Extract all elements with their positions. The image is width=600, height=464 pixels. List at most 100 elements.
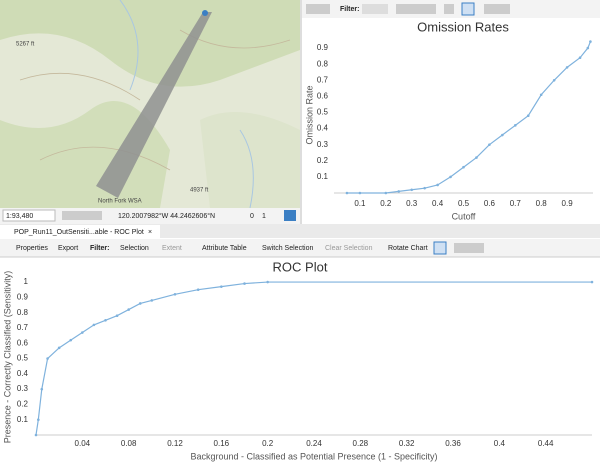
chart-title: ROC Plot xyxy=(273,259,328,274)
data-line xyxy=(346,41,591,194)
data-point xyxy=(589,40,592,43)
x-tick-label: 0.5 xyxy=(458,199,470,208)
toolbar-icons[interactable] xyxy=(484,4,510,14)
data-point xyxy=(173,292,177,296)
selection-button[interactable]: Selection xyxy=(120,245,149,252)
y-tick-label: 0.7 xyxy=(17,323,29,332)
data-point xyxy=(501,133,504,137)
x-axis-label: Cutoff xyxy=(452,211,476,221)
x-tick-label: 0.7 xyxy=(510,199,522,208)
filter-label: Filter: xyxy=(90,245,109,252)
filter-label: Filter: xyxy=(340,6,359,13)
toolbar-icons[interactable] xyxy=(306,4,330,14)
scale-box[interactable] xyxy=(2,209,56,222)
chart-toolbar xyxy=(0,239,600,257)
data-point xyxy=(220,285,223,288)
x-tick-label: 0.36 xyxy=(445,439,461,448)
y-tick-label: 0.1 xyxy=(317,172,329,181)
data-point xyxy=(358,191,362,195)
switch-selection-button[interactable]: Switch Selection xyxy=(262,245,313,252)
data-point xyxy=(127,308,130,311)
tab-title: POP_Run11_OutSensiti...able - ROC Plot xyxy=(14,229,144,236)
x-tick-label: 0.6 xyxy=(484,199,496,208)
x-tick-label: 0.9 xyxy=(562,199,574,208)
data-point xyxy=(46,357,49,360)
x-tick-label: 0.24 xyxy=(306,439,322,448)
nav-icons[interactable] xyxy=(62,211,102,220)
x-tick-label: 0.08 xyxy=(121,439,137,448)
y-tick-label: 0.3 xyxy=(317,140,329,149)
x-tick-label: 0.2 xyxy=(262,439,274,448)
data-point xyxy=(436,183,439,187)
x-tick-label: 0.3 xyxy=(406,199,418,208)
y-tick-label: 0.5 xyxy=(17,354,29,363)
data-point xyxy=(138,302,142,305)
tab[interactable] xyxy=(0,225,160,238)
data-point xyxy=(586,46,590,50)
data-point xyxy=(526,114,530,117)
data-point xyxy=(449,175,452,179)
data-point xyxy=(115,314,119,318)
toolbar-icons[interactable] xyxy=(444,4,454,14)
data-point xyxy=(34,433,38,437)
x-tick-label: 0.04 xyxy=(75,439,91,448)
x-tick-label: 0.44 xyxy=(538,439,554,448)
terrain xyxy=(200,112,300,208)
y-tick-label: 0.5 xyxy=(317,108,329,117)
close-tab[interactable]: × xyxy=(148,229,152,236)
point xyxy=(202,10,208,16)
x-tick-label: 0.12 xyxy=(167,439,183,448)
clear-selection-button[interactable]: Clear Selection xyxy=(325,245,373,252)
x-tick-label: 0.2 xyxy=(380,199,392,208)
y-tick-label: 0.6 xyxy=(17,338,29,347)
y-tick-label: 0.8 xyxy=(317,59,329,68)
data-point xyxy=(37,418,40,422)
extent-button[interactable]: Extent xyxy=(162,245,182,252)
refresh-button[interactable] xyxy=(284,210,296,221)
toolbar-icons[interactable] xyxy=(362,4,388,14)
select-tool[interactable] xyxy=(461,2,475,16)
data-point xyxy=(397,190,401,193)
y-tick-label: 0.4 xyxy=(17,369,29,378)
x-tick-label: 0.8 xyxy=(536,199,548,208)
attribute-table-button[interactable]: Attribute Table xyxy=(202,245,247,252)
data-point xyxy=(57,346,61,350)
export-button[interactable]: Export xyxy=(58,245,78,252)
data-line xyxy=(35,281,592,436)
map-label: North Fork WSA xyxy=(98,199,142,205)
data-point xyxy=(92,323,96,327)
toolbar-icons[interactable] xyxy=(454,243,484,253)
select-tool[interactable] xyxy=(433,241,447,255)
chart-title: Omission Rates xyxy=(417,19,509,34)
map-view[interactable]: 5267 ft 4937 ft North Fork WSA xyxy=(0,0,300,209)
y-tick-label: 0.4 xyxy=(317,124,329,133)
data-point xyxy=(488,143,491,146)
terrain xyxy=(0,0,300,87)
map-coordinates: 120.2007982°W 44.2462606°N xyxy=(118,212,215,220)
rotate-chart-button[interactable]: Rotate Chart xyxy=(388,245,428,252)
x-tick-label: 0.4 xyxy=(432,199,444,208)
y-tick-label: 0.9 xyxy=(317,43,329,52)
toolbar-icons[interactable] xyxy=(396,4,436,14)
data-point xyxy=(40,387,44,391)
study-area[interactable] xyxy=(96,12,212,198)
data-point xyxy=(552,78,556,82)
y-tick-label: 0.2 xyxy=(317,156,329,165)
data-point xyxy=(565,66,569,69)
x-tick-label: 0.16 xyxy=(214,439,230,448)
data-point xyxy=(104,318,107,322)
y-tick-label: 0.3 xyxy=(17,384,29,393)
data-point xyxy=(69,338,73,342)
data-point xyxy=(384,191,388,195)
x-tick-label: 0.1 xyxy=(354,199,366,208)
properties-button[interactable]: Properties xyxy=(16,245,48,252)
data-point xyxy=(243,282,246,285)
y-axis-label: Presence - Correctly Classified (Sensiti… xyxy=(2,271,12,444)
y-tick-label: 0.7 xyxy=(317,75,329,84)
y-tick-label: 0.2 xyxy=(17,400,29,409)
x-tick-label: 0.32 xyxy=(399,439,415,448)
data-point xyxy=(196,288,200,292)
status-count: 1 xyxy=(262,213,266,220)
data-point xyxy=(514,124,517,127)
data-point xyxy=(345,191,349,195)
